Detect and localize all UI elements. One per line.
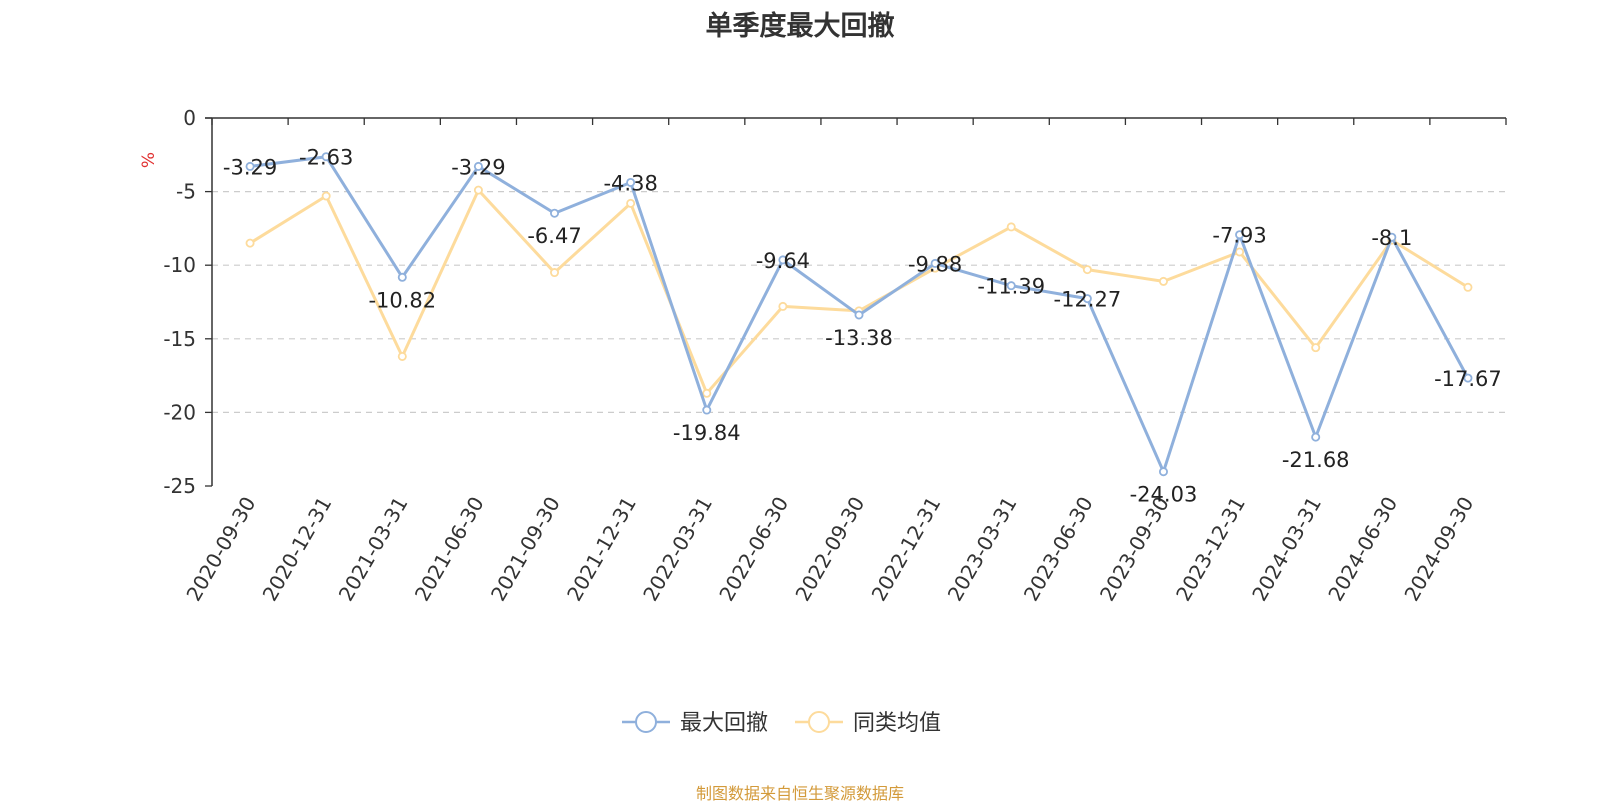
y-axis-unit-label: % xyxy=(139,152,159,168)
legend-marker xyxy=(808,711,830,733)
y-tick-label: -20 xyxy=(163,400,196,424)
data-labels: -3.29 -2.63 -10.82 -3.29 -6.47 -4.38 -19.84 -9.… xyxy=(223,146,1502,507)
x-tick-label: 2023-09-30 xyxy=(1095,493,1174,606)
data-point[interactable] xyxy=(1006,222,1016,232)
data-label: -21.68 xyxy=(1282,448,1350,472)
data-point[interactable] xyxy=(1463,282,1473,292)
data-point[interactable] xyxy=(1311,343,1321,353)
x-tick-label: 2020-09-30 xyxy=(181,493,260,606)
data-point[interactable] xyxy=(1387,232,1397,242)
data-point[interactable] xyxy=(1235,247,1245,257)
data-label: -9.64 xyxy=(756,249,810,273)
data-label: -24.03 xyxy=(1130,483,1198,507)
data-point[interactable] xyxy=(321,191,331,201)
y-tick-label: -5 xyxy=(176,180,196,204)
y-tick-label: -25 xyxy=(163,474,196,498)
data-label: -11.39 xyxy=(977,275,1045,299)
legend-marker xyxy=(635,711,657,733)
data-point[interactable] xyxy=(1082,265,1092,275)
source-note: 制图数据来自恒生聚源数据库 xyxy=(695,784,904,803)
x-tick-label: 2022-06-30 xyxy=(714,493,793,606)
data-point[interactable] xyxy=(1006,281,1016,291)
data-label: -6.47 xyxy=(527,224,581,248)
data-label: -4.38 xyxy=(603,171,657,195)
y-tick-label: -10 xyxy=(163,253,196,277)
data-label: -3.29 xyxy=(223,155,277,179)
x-tick-label: 2023-06-30 xyxy=(1019,493,1098,606)
x-tick-label: 2023-03-31 xyxy=(943,493,1022,606)
data-point[interactable] xyxy=(1158,276,1168,286)
data-label: -9.88 xyxy=(908,252,962,276)
x-tick-label: 2021-03-31 xyxy=(334,493,413,606)
data-point[interactable] xyxy=(702,405,712,415)
data-point[interactable] xyxy=(1311,432,1321,442)
data-label: -8.1 xyxy=(1371,226,1412,250)
data-point[interactable] xyxy=(930,258,940,268)
legend[interactable]: 最大回撤 同类均值 xyxy=(622,711,941,736)
data-point[interactable] xyxy=(397,272,407,282)
y-tick-label: -15 xyxy=(163,327,196,351)
data-point[interactable] xyxy=(245,161,255,171)
data-point[interactable] xyxy=(702,388,712,398)
x-tick-label: 2020-12-31 xyxy=(258,493,337,606)
data-point[interactable] xyxy=(1082,294,1092,304)
data-label: -12.27 xyxy=(1054,288,1122,312)
x-tick-label: 2022-03-31 xyxy=(638,493,717,606)
series-max-drawdown xyxy=(245,152,1473,477)
x-tick-label: 2021-06-30 xyxy=(410,492,489,605)
data-point[interactable] xyxy=(778,301,788,311)
grid-lines xyxy=(212,191,1506,413)
data-label: -17.67 xyxy=(1434,367,1502,391)
data-point[interactable] xyxy=(397,351,407,361)
x-tick-label: 2024-03-31 xyxy=(1247,493,1326,606)
series-layer xyxy=(245,152,1473,477)
axes: 0-5-10-15-20-252020-09-302020-12-312021-… xyxy=(163,106,1507,606)
chart-title: 单季度最大回撤 xyxy=(705,11,895,42)
data-point[interactable] xyxy=(626,177,636,187)
data-point[interactable] xyxy=(245,238,255,248)
data-point[interactable] xyxy=(1463,373,1473,383)
x-tick-label: 2024-09-30 xyxy=(1399,493,1478,606)
x-tick-label: 2022-12-31 xyxy=(867,493,946,606)
data-point[interactable] xyxy=(550,268,560,278)
data-point[interactable] xyxy=(778,255,788,265)
data-label: -7.93 xyxy=(1212,224,1266,248)
x-tick-label: 2024-06-30 xyxy=(1323,493,1402,606)
y-tick-label: 0 xyxy=(183,106,196,130)
data-point[interactable] xyxy=(1158,467,1168,477)
data-point[interactable] xyxy=(626,198,636,208)
data-label: -10.82 xyxy=(368,288,436,312)
legend-label: 同类均值 xyxy=(853,711,941,736)
data-point[interactable] xyxy=(550,208,560,218)
x-tick-label: 2021-12-31 xyxy=(562,493,641,606)
data-label: -2.63 xyxy=(299,146,353,170)
data-point[interactable] xyxy=(321,152,331,162)
x-tick-label: 2023-12-31 xyxy=(1171,493,1250,606)
legend-item[interactable]: 最大回撤 xyxy=(622,711,768,736)
data-label: -19.84 xyxy=(673,421,741,445)
legend-label: 最大回撤 xyxy=(680,711,768,736)
x-tick-label: 2021-09-30 xyxy=(486,493,565,606)
data-label: -13.38 xyxy=(825,326,893,350)
data-point[interactable] xyxy=(473,185,483,195)
data-point[interactable] xyxy=(854,310,864,320)
legend-item[interactable]: 同类均值 xyxy=(795,711,941,736)
data-point[interactable] xyxy=(1235,230,1245,240)
data-point[interactable] xyxy=(473,161,483,171)
data-label: -3.29 xyxy=(451,155,505,179)
x-tick-label: 2022-09-30 xyxy=(790,493,869,606)
